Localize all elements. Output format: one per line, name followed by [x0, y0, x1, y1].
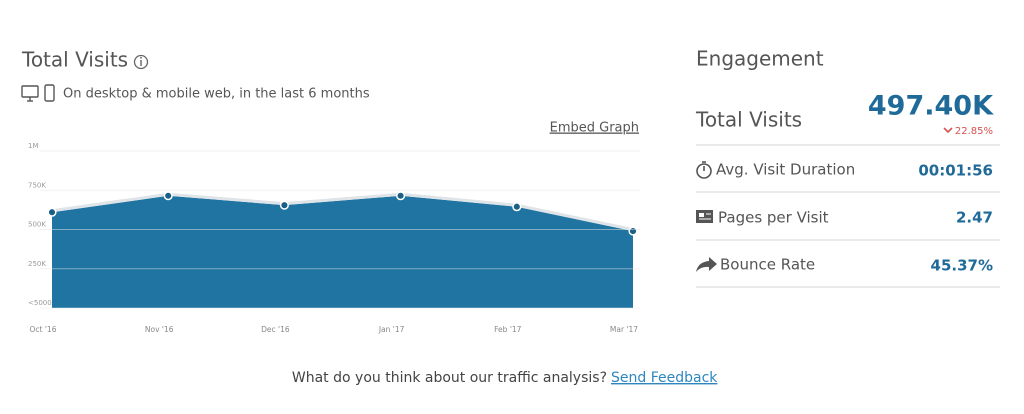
- metric-label: Pages per Visit: [718, 209, 829, 227]
- share-icon: [696, 257, 717, 272]
- x-tick-label: Feb '17: [494, 325, 521, 334]
- x-tick-label: Dec '16: [261, 325, 290, 334]
- data-point: [279, 200, 289, 210]
- data-point: [396, 191, 406, 201]
- metric-value: 00:01:56: [918, 162, 993, 180]
- metric-value: 2.47: [956, 209, 993, 227]
- metric-label: Avg. Visit Duration: [716, 161, 855, 179]
- x-tick-label: Nov '16: [145, 325, 174, 334]
- separators: [696, 144, 1000, 288]
- data-point: [47, 207, 57, 217]
- total-change: 22.85%: [955, 126, 993, 137]
- metric-value: 45.37%: [931, 257, 993, 275]
- total-value: 497.40K: [868, 91, 994, 122]
- section-title: Total Visits: [21, 48, 128, 72]
- data-point: [512, 202, 522, 212]
- feedback-link[interactable]: Send Feedback: [611, 370, 718, 386]
- x-tick-label: Jan '17: [378, 325, 405, 334]
- embed-link[interactable]: Embed Graph: [550, 121, 639, 136]
- y-tick-label: 500K: [28, 221, 46, 229]
- y-tick-label: 250K: [28, 260, 46, 268]
- pages-icon: [696, 210, 713, 223]
- x-tick-label: Oct '16: [30, 325, 57, 334]
- total-label: Total Visits: [695, 108, 802, 132]
- area: [52, 195, 633, 308]
- stopwatch-icon: [696, 161, 712, 179]
- chart: <5000 250K 500K 750K 1M Oct '16 Nov '16 Dec '16…: [28, 142, 640, 334]
- device-icons: [21, 84, 55, 102]
- data-point: [628, 226, 638, 236]
- y-tick-label: 1M: [28, 142, 39, 150]
- area-outline: [51, 192, 634, 232]
- down-arrow: [943, 127, 953, 134]
- info-icon: [133, 54, 149, 70]
- subtitle: On desktop & mobile web, in the last 6 m…: [63, 87, 370, 102]
- data-point: [163, 191, 173, 201]
- metric-label: Bounce Rate: [720, 256, 815, 274]
- y-tick-label: 750K: [28, 181, 46, 189]
- footer-question: What do you think about our traffic anal…: [292, 370, 607, 386]
- x-tick-label: Mar '17: [610, 325, 638, 334]
- y-tick-label: <5000: [28, 299, 52, 307]
- panel-title: Engagement: [696, 47, 824, 71]
